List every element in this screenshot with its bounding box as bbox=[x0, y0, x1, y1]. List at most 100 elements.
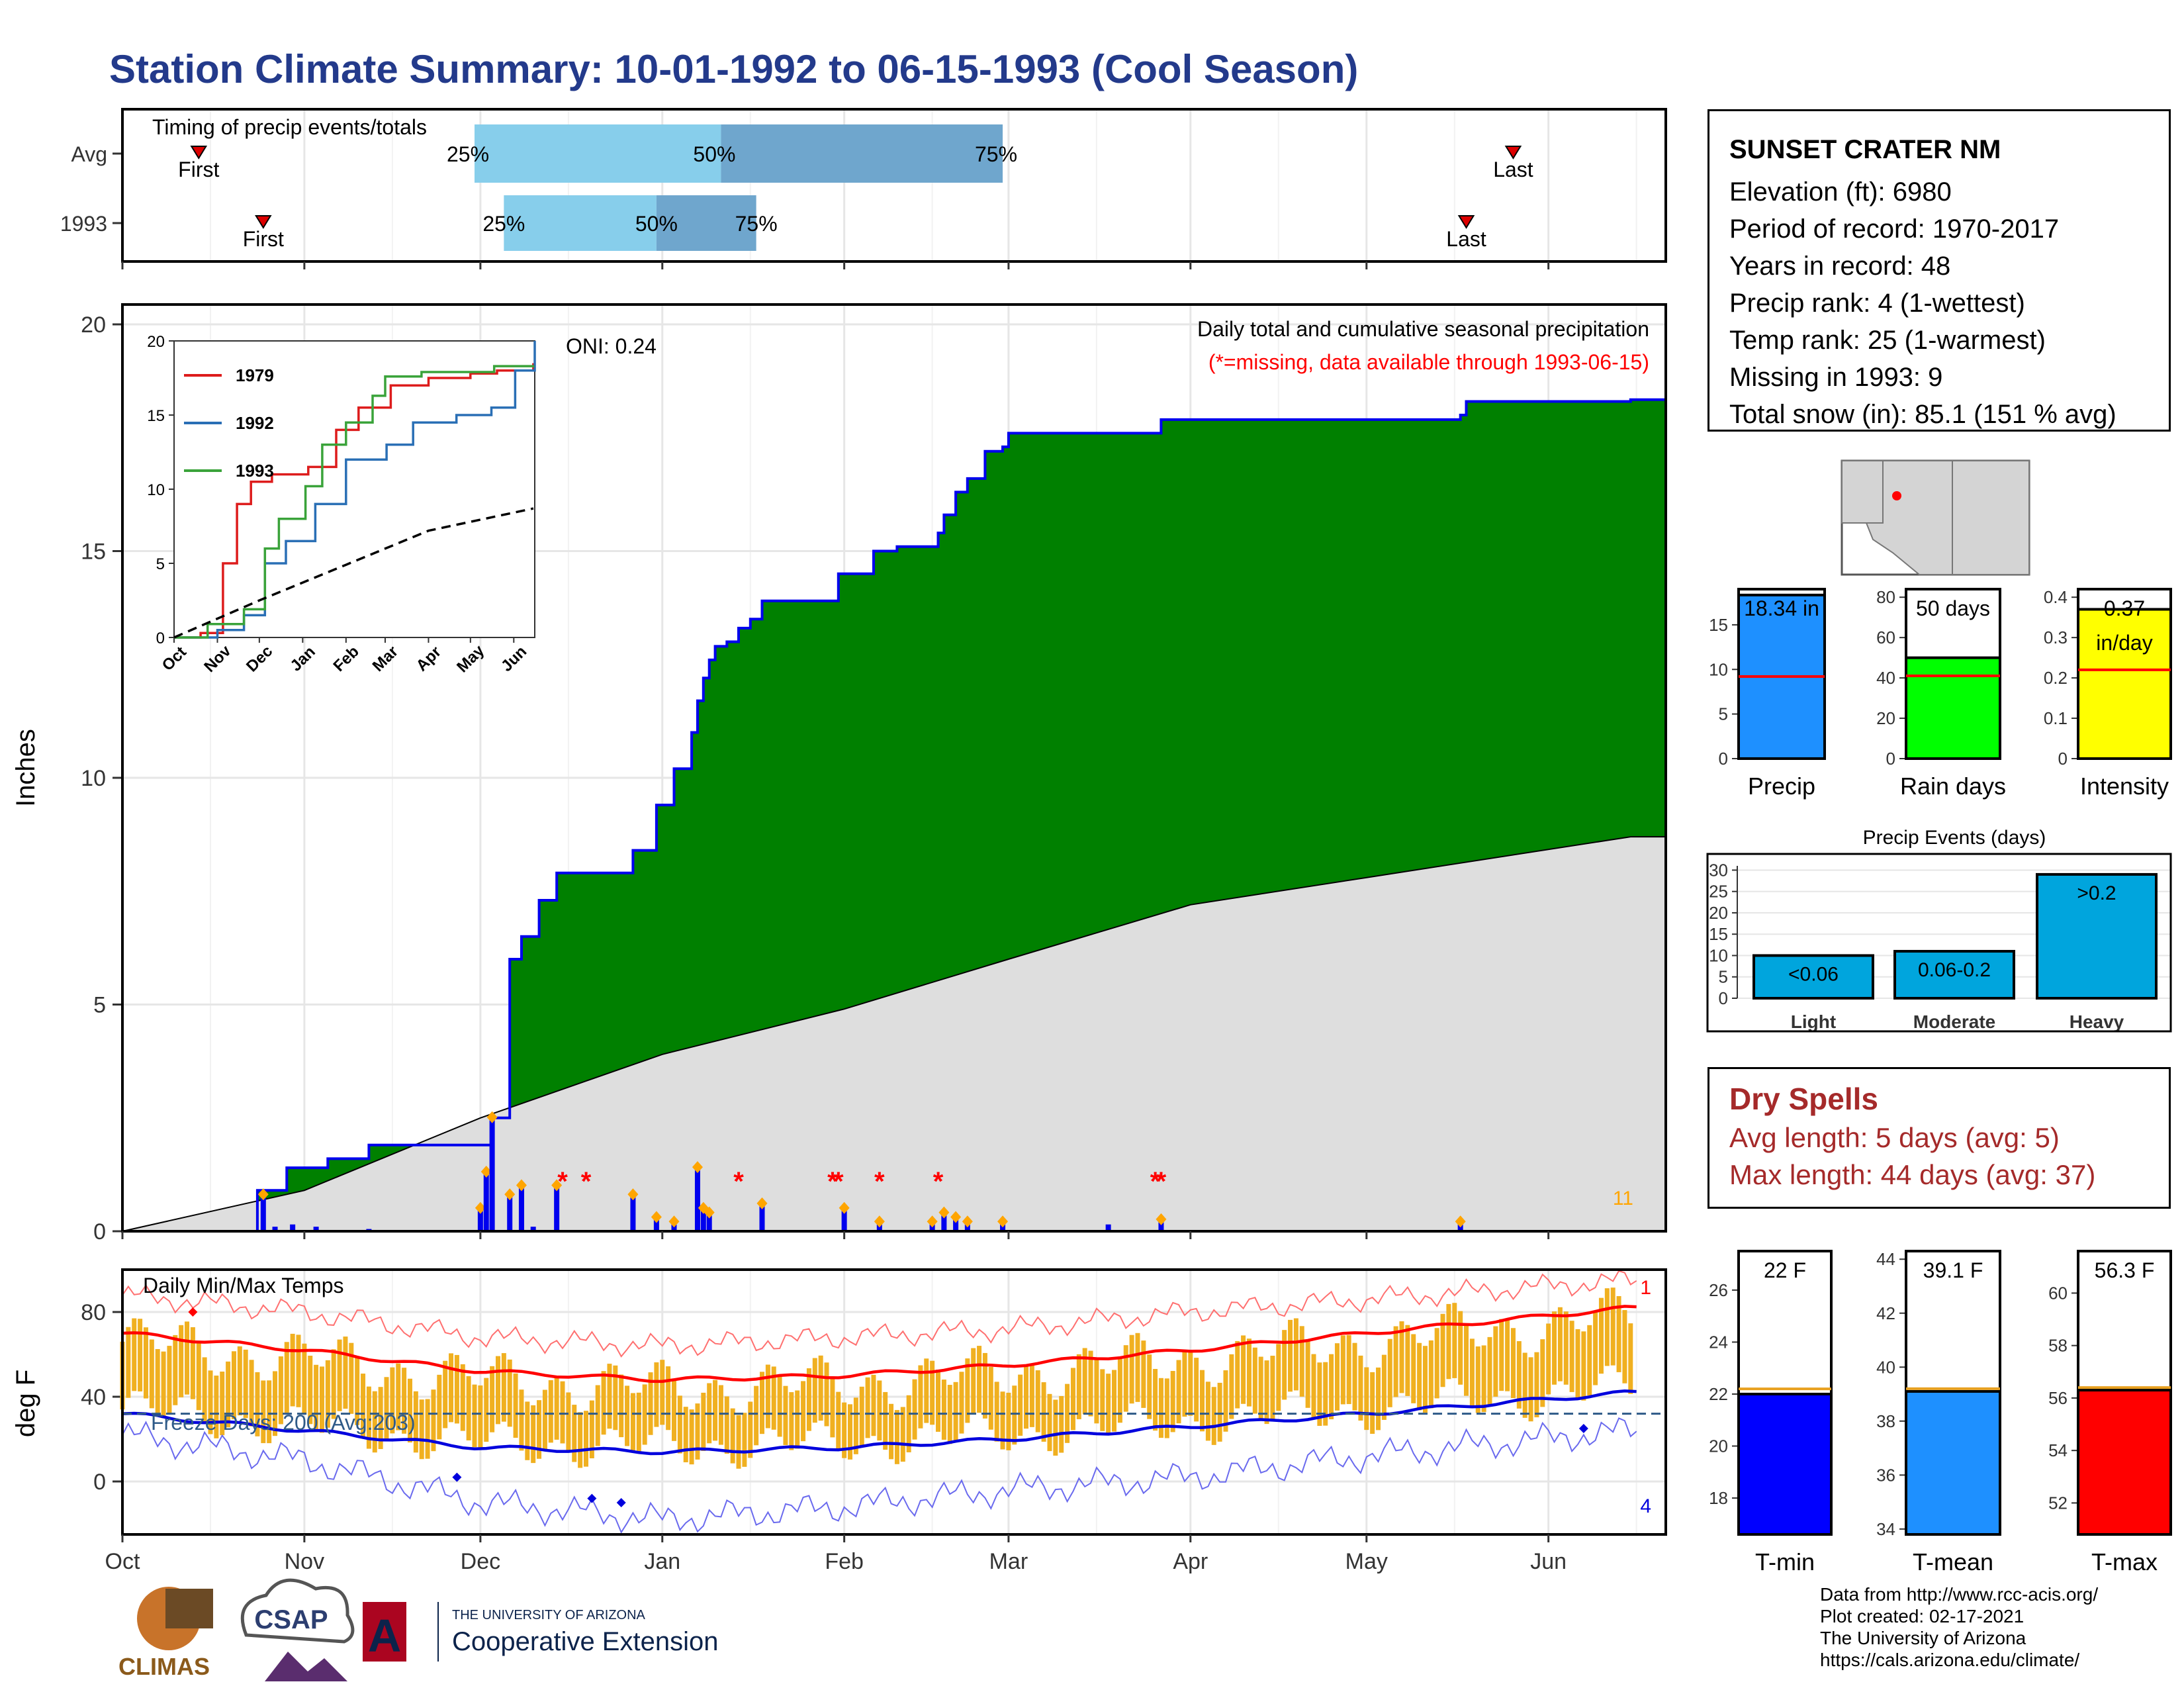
daily-temp-bar bbox=[589, 1400, 594, 1459]
pct-label: 25% bbox=[447, 142, 489, 166]
t-max-y-label: 52 bbox=[2048, 1493, 2068, 1513]
daily-precip-bar bbox=[694, 1168, 700, 1231]
daily-temp-bar bbox=[1546, 1323, 1551, 1395]
daily-temp-bar bbox=[519, 1389, 524, 1451]
daily-temp-bar bbox=[1540, 1339, 1545, 1407]
x-tick-label: Nov bbox=[285, 1549, 324, 1574]
ua-logo-letter: A bbox=[368, 1610, 402, 1662]
daily-temp-bar bbox=[237, 1346, 242, 1416]
daily-temp-bar bbox=[1217, 1382, 1222, 1442]
daily-temp-bar bbox=[1053, 1399, 1058, 1456]
daily-temp-bar bbox=[190, 1327, 195, 1399]
daily-temp-bar bbox=[419, 1399, 424, 1460]
daily-temp-bar bbox=[1516, 1341, 1522, 1409]
daily-temp-bar bbox=[1305, 1340, 1310, 1408]
credits: Data from http://www.rcc-acis.org/ Plot … bbox=[1820, 1583, 2098, 1671]
daily-temp-bar bbox=[220, 1371, 225, 1436]
intensity-y-label: 0 bbox=[2058, 749, 2068, 769]
daily-temp-bar bbox=[789, 1392, 794, 1450]
daily-temp-bar bbox=[407, 1378, 412, 1443]
y-axis-label: deg F bbox=[11, 1370, 40, 1437]
daily-temp-bar bbox=[1370, 1372, 1375, 1434]
daily-temp-bar bbox=[1393, 1326, 1398, 1397]
precip-total-y-label: 10 bbox=[1709, 659, 1728, 679]
daily-max-marker bbox=[756, 1197, 768, 1209]
rain-days-y-label: 0 bbox=[1886, 749, 1895, 769]
daily-temp-bar bbox=[1534, 1352, 1539, 1418]
daily-temp-bar bbox=[1381, 1354, 1387, 1420]
daily-temp-bar bbox=[372, 1391, 377, 1453]
last-label: Last bbox=[1493, 158, 1533, 181]
daily-temp-bar bbox=[507, 1359, 512, 1427]
daily-temp-bar bbox=[1411, 1334, 1416, 1403]
daily-temp-bar bbox=[871, 1374, 876, 1436]
missing-marker: * bbox=[1156, 1167, 1167, 1196]
daily-temp-bar bbox=[1563, 1311, 1569, 1385]
record-marker bbox=[616, 1498, 626, 1507]
daily-temp-bar bbox=[683, 1407, 688, 1463]
daily-temp-bar bbox=[930, 1360, 935, 1425]
daily-temp-bar bbox=[1047, 1393, 1052, 1452]
daily-precip-bar bbox=[507, 1195, 513, 1231]
dry-spells-title: Dry Spells bbox=[1729, 1082, 1878, 1116]
daily-temp-bar bbox=[865, 1377, 870, 1438]
daily-max-marker bbox=[475, 1201, 486, 1214]
daily-temp-bar bbox=[1194, 1358, 1199, 1422]
daily-precip-bar bbox=[1105, 1224, 1111, 1231]
daily-temp-bar bbox=[936, 1369, 941, 1432]
temps-title: Daily Min/Max Temps bbox=[143, 1274, 343, 1297]
daily-temp-bar bbox=[900, 1407, 905, 1462]
daily-max-marker bbox=[839, 1201, 850, 1214]
daily-temp-bar bbox=[1452, 1303, 1457, 1378]
intensity-category: Intensity bbox=[2080, 773, 2169, 800]
intensity-y-label: 0.1 bbox=[2044, 708, 2068, 728]
daily-temp-bar bbox=[806, 1368, 811, 1431]
y-tick-label: 0 bbox=[93, 1470, 106, 1495]
daily-temp-bar bbox=[971, 1348, 976, 1415]
event-bar-label: <0.06 bbox=[1788, 963, 1839, 985]
daily-temp-bar bbox=[566, 1392, 571, 1452]
daily-temp-bar bbox=[583, 1411, 588, 1467]
daily-temp-bar bbox=[754, 1385, 759, 1446]
daily-temp-bar bbox=[759, 1372, 764, 1434]
daily-temp-bar bbox=[572, 1405, 577, 1462]
rain-days-y-label: 40 bbox=[1876, 668, 1895, 688]
daily-temp-bar bbox=[1622, 1310, 1627, 1383]
daily-temp-bar bbox=[167, 1346, 172, 1414]
daily-temp-bar bbox=[308, 1356, 313, 1425]
credit-line: The University of Arizona bbox=[1820, 1628, 2026, 1648]
timing-chart: Timing of precip events/totals Avg 25% 50% 7… bbox=[60, 108, 1667, 269]
events-frame bbox=[1706, 853, 2172, 1033]
missing-marker: * bbox=[833, 1167, 844, 1196]
daily-temp-bar bbox=[1317, 1362, 1322, 1427]
daily-temp-bar bbox=[1587, 1325, 1592, 1396]
daily-precip-bar bbox=[706, 1213, 712, 1231]
daily-temp-bar bbox=[361, 1374, 366, 1438]
dry-spells-box: Dry Spells Avg length: 5 days (avg: 5) M… bbox=[1707, 1067, 2171, 1209]
y-tick-label: 40 bbox=[81, 1385, 106, 1410]
precip-total-y-label: 5 bbox=[1719, 704, 1728, 724]
inset-line bbox=[174, 365, 535, 639]
pct-label: 25% bbox=[482, 212, 525, 236]
daily-temp-bar bbox=[472, 1384, 477, 1448]
t-max-category: T-max bbox=[2091, 1548, 2158, 1575]
precip-title: Daily total and cumulative seasonal prec… bbox=[1197, 317, 1649, 341]
daily-temp-bar bbox=[1593, 1312, 1598, 1385]
climas-logo-mark bbox=[165, 1589, 213, 1628]
daily-temp-bar bbox=[1552, 1311, 1557, 1385]
daily-temp-bar bbox=[273, 1371, 278, 1436]
credit-line: Data from http://www.rcc-acis.org/ bbox=[1820, 1584, 2099, 1605]
info-line: Total snow (in): 85.1 (151 % avg) bbox=[1729, 400, 2116, 429]
daily-precip-bar bbox=[941, 1213, 947, 1231]
daily-temp-bar bbox=[1035, 1370, 1040, 1432]
ua-logo-icon bbox=[363, 1602, 406, 1662]
row-label: Avg bbox=[71, 142, 107, 166]
daily-temp-bar bbox=[1106, 1374, 1111, 1435]
daily-max-marker bbox=[950, 1211, 962, 1223]
daily-temp-bar bbox=[1059, 1395, 1064, 1453]
daily-max-marker bbox=[668, 1215, 680, 1228]
daily-temp-bar bbox=[560, 1381, 565, 1444]
daily-temp-bar bbox=[1024, 1366, 1029, 1429]
daily-temp-bar bbox=[842, 1402, 847, 1458]
daily-temp-bar bbox=[1270, 1356, 1275, 1421]
